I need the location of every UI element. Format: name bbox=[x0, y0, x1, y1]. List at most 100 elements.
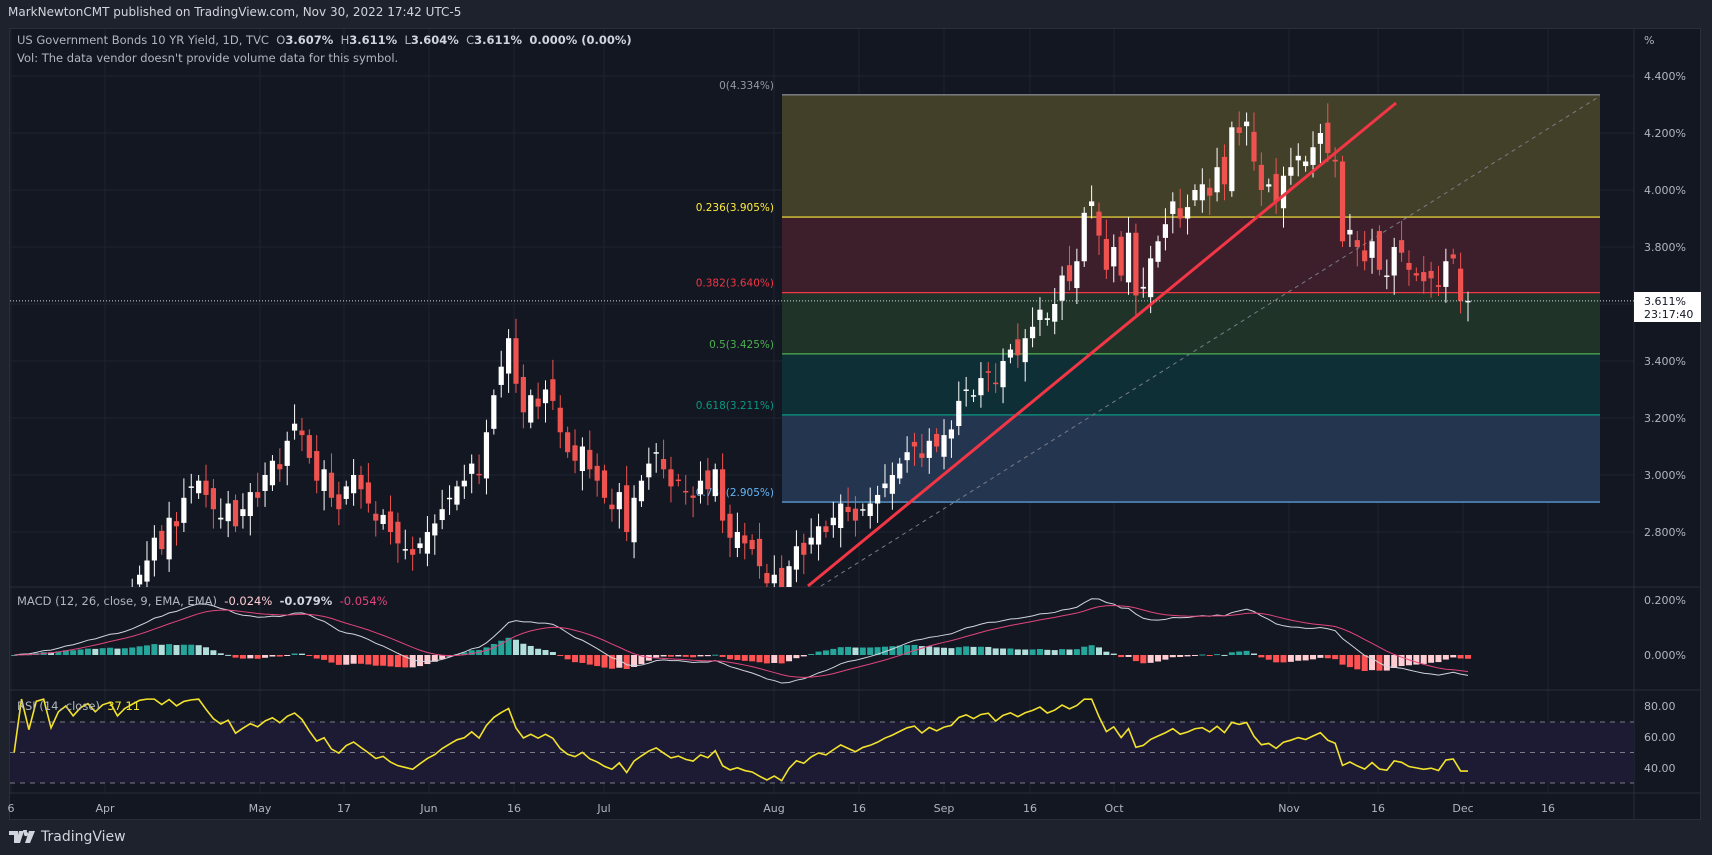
macd-histogram-bar bbox=[963, 646, 970, 655]
macd-histogram-bar bbox=[1140, 655, 1147, 664]
candle-body bbox=[196, 480, 202, 494]
candle-body bbox=[963, 389, 969, 391]
macd-histogram-bar bbox=[1354, 655, 1361, 670]
candle-body bbox=[71, 672, 76, 674]
macd-histogram-bar bbox=[55, 651, 62, 655]
candle-body bbox=[1310, 147, 1316, 165]
candle-body bbox=[852, 508, 859, 521]
macd-axis-tick: 0.000% bbox=[1644, 649, 1686, 662]
candle-body bbox=[1184, 207, 1191, 219]
macd-histogram-bar bbox=[845, 646, 852, 655]
main-pane: 0(4.334%) 0.236(3.905%) 0.382(3.640%) 0.5(3… bbox=[56, 80, 1601, 693]
macd-histogram-bar bbox=[1000, 648, 1007, 655]
macd-histogram-bar bbox=[1383, 655, 1390, 671]
macd-histogram-bar bbox=[918, 646, 925, 655]
macd-histogram-bar bbox=[409, 655, 416, 668]
rsi-legend[interactable]: RSI (14, close) 37.11 bbox=[17, 699, 140, 713]
candle-body bbox=[889, 475, 895, 494]
trendline bbox=[807, 101, 1397, 587]
macd-legend[interactable]: MACD (12, 26, close, 9, EMA, EMA) -0.024… bbox=[17, 594, 388, 608]
macd-histogram-bar bbox=[608, 655, 615, 669]
macd-histogram-bar bbox=[114, 648, 121, 655]
candle-body bbox=[1089, 201, 1095, 206]
candle-body bbox=[1325, 122, 1331, 153]
macd-histogram-bar bbox=[321, 655, 328, 660]
macd-histogram-bar bbox=[84, 648, 91, 655]
macd-histogram-bar bbox=[867, 647, 874, 655]
candle-body bbox=[1199, 184, 1205, 201]
candle-body bbox=[720, 469, 726, 521]
candle-body bbox=[712, 469, 718, 497]
macd-histogram-bar bbox=[1369, 655, 1376, 671]
macd-histogram-bar bbox=[601, 655, 608, 668]
candle-body bbox=[934, 433, 940, 447]
macd-histogram-bar bbox=[365, 655, 372, 665]
macd-histogram-bar bbox=[616, 655, 623, 668]
candle-body bbox=[1295, 155, 1301, 161]
macd-histogram-bar bbox=[136, 646, 143, 655]
macd-histogram-bar bbox=[92, 648, 99, 655]
macd-histogram-bar bbox=[1228, 652, 1235, 655]
macd-histogram-bar bbox=[1273, 655, 1280, 663]
candle-body bbox=[742, 535, 748, 544]
macd-histogram-bar bbox=[1044, 649, 1051, 655]
macd-histogram-bar bbox=[535, 648, 542, 655]
candle-body bbox=[609, 504, 615, 510]
candle-body bbox=[1192, 190, 1198, 201]
candle-body bbox=[675, 479, 681, 482]
candle-body bbox=[941, 435, 947, 457]
macd-histogram-bar bbox=[1081, 646, 1088, 655]
candle-body bbox=[956, 400, 962, 426]
candle-body bbox=[417, 543, 423, 548]
candle-body bbox=[56, 680, 61, 693]
macd-histogram-bar bbox=[778, 655, 785, 664]
price-axis-tick: 3.000% bbox=[1644, 469, 1686, 482]
macd-histogram-bar bbox=[955, 647, 962, 655]
macd-histogram-bar bbox=[933, 647, 940, 655]
macd-histogram-bar bbox=[690, 655, 697, 658]
macd-histogram-bar bbox=[1310, 655, 1317, 660]
time-axis-label: Nov bbox=[1278, 802, 1300, 815]
macd-histogram-bar bbox=[439, 655, 446, 660]
candle-body bbox=[1288, 167, 1294, 176]
macd-histogram-bar bbox=[180, 644, 187, 655]
candle-body bbox=[749, 539, 755, 550]
macd-histogram-bar bbox=[712, 654, 719, 656]
candle-body bbox=[1103, 239, 1109, 270]
macd-histogram-bar bbox=[372, 655, 379, 666]
close-value: 3.611% bbox=[474, 33, 523, 47]
tradingview-logo[interactable]: TradingView bbox=[9, 829, 126, 845]
macd-histogram-bar bbox=[881, 646, 888, 655]
macd-histogram-bar bbox=[948, 648, 955, 655]
macd-histogram-bar bbox=[1088, 645, 1095, 655]
macd-histogram-bar bbox=[1022, 649, 1029, 655]
macd-histogram-bar bbox=[210, 650, 217, 655]
candle-body bbox=[860, 509, 866, 511]
price-axis-tick: 2.800% bbox=[1644, 526, 1686, 539]
macd-histogram-bar bbox=[151, 644, 158, 655]
macd-histogram-bar bbox=[985, 646, 992, 655]
macd-histogram-bar bbox=[564, 655, 571, 660]
candle-body bbox=[122, 612, 127, 638]
candle-body bbox=[1251, 131, 1257, 162]
high-value: 3.611% bbox=[349, 33, 398, 47]
fib-zone bbox=[782, 94, 1600, 218]
macd-histogram-bar bbox=[158, 644, 165, 655]
macd-histogram-bar bbox=[417, 655, 424, 667]
macd-histogram-bar bbox=[1066, 649, 1073, 655]
candle-body bbox=[387, 511, 394, 532]
price-axis-tick: 3.800% bbox=[1644, 241, 1686, 254]
candle-body bbox=[1384, 275, 1390, 277]
macd-histogram-bar bbox=[402, 655, 409, 668]
candle-body bbox=[1148, 258, 1154, 298]
candle-body bbox=[1443, 261, 1449, 287]
macd-histogram-bar bbox=[380, 655, 387, 666]
footer-brand: TradingView bbox=[41, 829, 126, 845]
candle-body bbox=[1074, 261, 1080, 289]
change-value: 0.000% (0.00%) bbox=[529, 33, 632, 47]
candle-body bbox=[506, 338, 512, 374]
candle-body bbox=[705, 470, 711, 490]
candle-body bbox=[660, 459, 667, 470]
candle-body bbox=[78, 657, 83, 671]
